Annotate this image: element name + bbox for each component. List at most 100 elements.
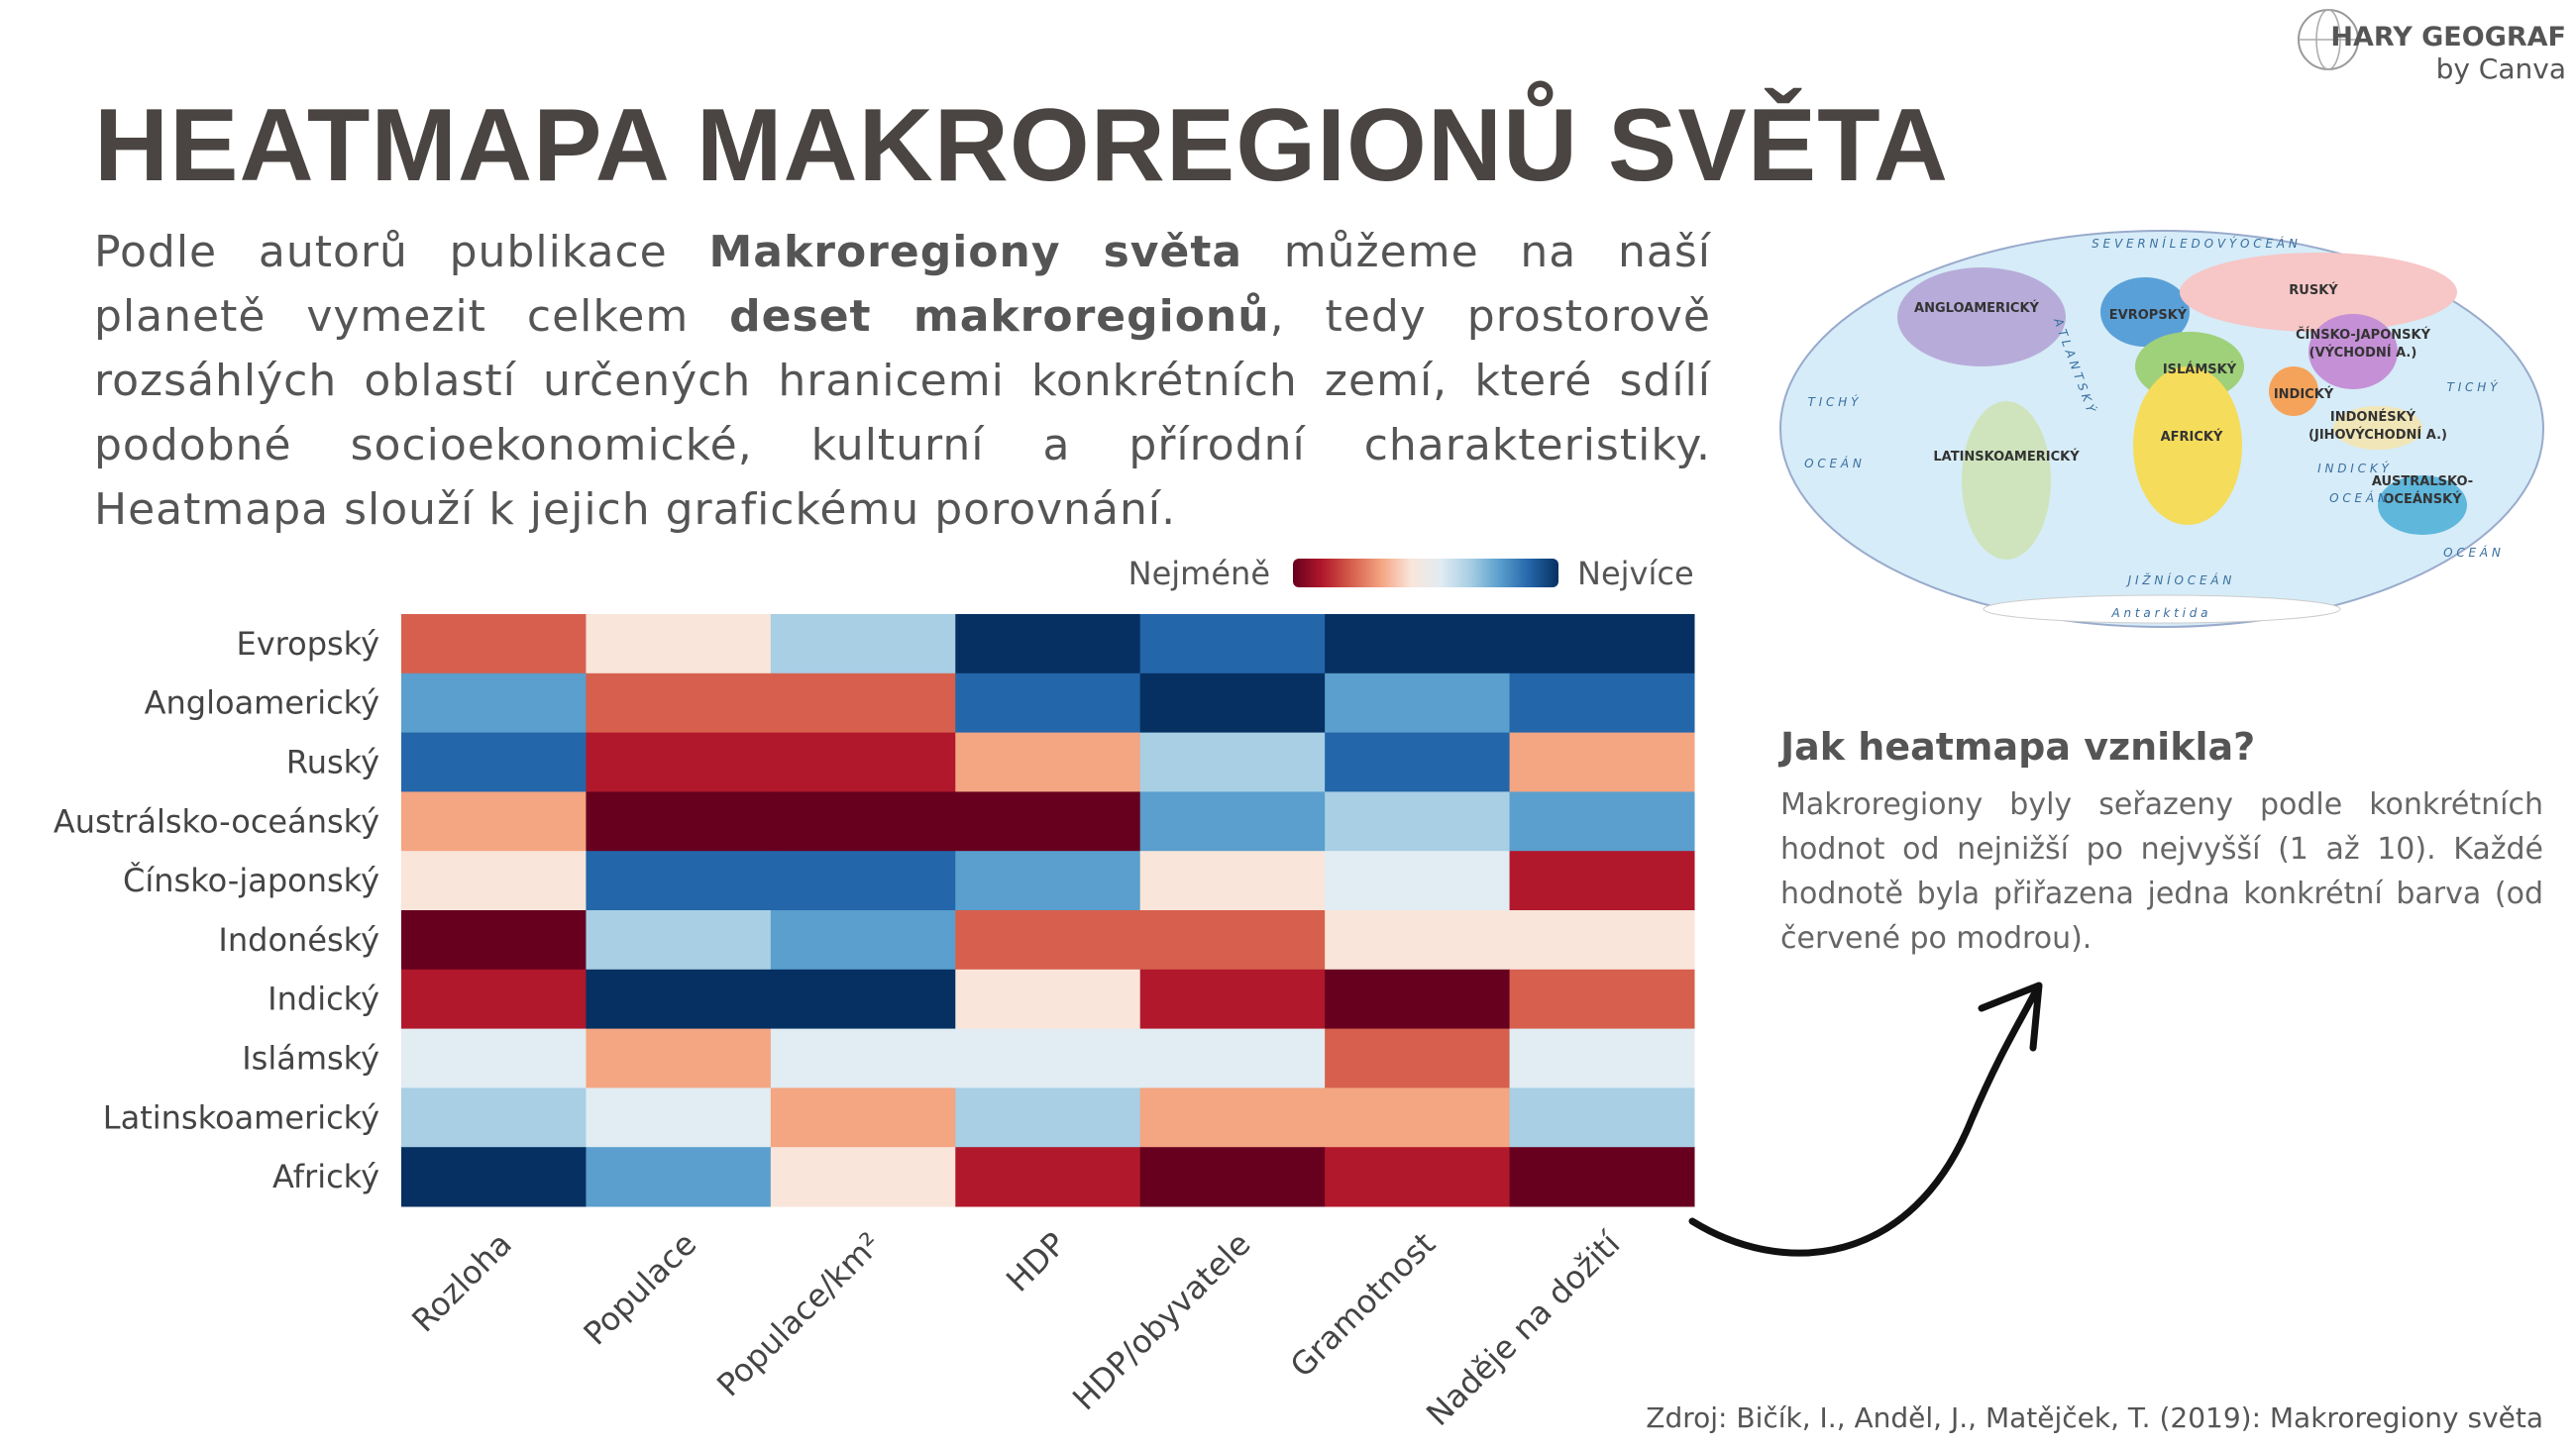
map-region-label: INDICKÝ bbox=[2274, 386, 2334, 402]
map-region-label: LATINSKOAMERICKÝ bbox=[1933, 449, 2080, 465]
legend-low: Nejméně bbox=[1128, 555, 1270, 592]
column-label: Rozloha bbox=[404, 1225, 519, 1340]
heat-cell bbox=[770, 791, 956, 852]
heat-cell bbox=[1139, 910, 1326, 971]
heat-cell bbox=[1325, 732, 1511, 792]
row-label: Indonéský bbox=[218, 921, 379, 959]
arrow bbox=[1688, 986, 2040, 1257]
heat-cell bbox=[586, 1028, 772, 1088]
heat-cell bbox=[586, 851, 772, 911]
map-region-label: OCEÁNSKÝ bbox=[2383, 491, 2462, 507]
logo-name: HARY GEOGRAF bbox=[2330, 22, 2566, 52]
heat-cell bbox=[1139, 614, 1326, 674]
map-region-label: (VÝCHODNÍ A.) bbox=[2309, 345, 2417, 361]
arrow-head bbox=[1978, 982, 2043, 1052]
map-region-label: EVROPSKÝ bbox=[2109, 307, 2188, 323]
heat-cell bbox=[1325, 1147, 1511, 1207]
heat-cell bbox=[1139, 1087, 1326, 1148]
heat-cell bbox=[1325, 851, 1511, 911]
heat-cell bbox=[401, 1028, 587, 1088]
row-label: Africký bbox=[272, 1158, 379, 1195]
heat-cell bbox=[586, 1087, 772, 1148]
heat-cell bbox=[1509, 1028, 1695, 1088]
heat-cell bbox=[1139, 791, 1326, 852]
row-label: Angloamerický bbox=[145, 684, 379, 722]
map-region-label: ISLÁMSKÝ bbox=[2163, 362, 2237, 377]
heat-cell bbox=[955, 791, 1141, 852]
heat-cell bbox=[401, 910, 587, 971]
heat-cell bbox=[1139, 673, 1326, 734]
row-label: Austrálsko-oceánský bbox=[54, 802, 379, 840]
heat-cell bbox=[1139, 851, 1326, 911]
heat-cell bbox=[401, 1147, 587, 1207]
map-region-label: AUSTRALSKO- bbox=[2372, 474, 2473, 489]
heat-cell bbox=[955, 732, 1141, 792]
heat-cell bbox=[955, 851, 1141, 911]
heat-cell bbox=[770, 614, 956, 674]
logo-by: by Canva bbox=[2435, 52, 2566, 85]
heat-cell bbox=[586, 732, 772, 792]
map-ocean-label: S E V E R N Í L E D O V Ý O C E Á N bbox=[2092, 236, 2298, 251]
heat-cell bbox=[1509, 791, 1695, 852]
column-label: Populace/km² bbox=[709, 1225, 889, 1404]
map-region-label: INDONÉSKÝ bbox=[2330, 409, 2416, 425]
heat-cell bbox=[401, 851, 587, 911]
heat-cell bbox=[1509, 910, 1695, 971]
heat-cell bbox=[955, 1028, 1141, 1088]
heat-cell bbox=[1509, 673, 1695, 734]
intro-text: , tedy prostorově rozsáhlých oblastí urč… bbox=[94, 291, 1711, 535]
row-label: Čínsko-japonský bbox=[123, 861, 379, 899]
heat-cell bbox=[1509, 969, 1695, 1030]
intro-bold: Makroregiony světa bbox=[708, 227, 1243, 277]
heat-cell bbox=[586, 614, 772, 674]
map-ocean-label: J I Ž N Í O C E Á N bbox=[2126, 572, 2232, 587]
row-label: Islámský bbox=[242, 1040, 379, 1078]
heat-cell bbox=[1325, 910, 1511, 971]
heat-cell bbox=[955, 1087, 1141, 1148]
heat-cell bbox=[770, 732, 956, 792]
heat-cell bbox=[586, 969, 772, 1030]
map-region-label: RUSKÝ bbox=[2289, 282, 2338, 298]
sidebar-text: Makroregiony byly seřazeny podle konkrét… bbox=[1780, 787, 2543, 956]
row-label: Latinskoamerický bbox=[103, 1098, 379, 1136]
map-region-label: ANGLOAMERICKÝ bbox=[1914, 300, 2039, 316]
heat-cell bbox=[1139, 1028, 1326, 1088]
heat-cell bbox=[955, 673, 1141, 734]
intro: Podle autorů publikace Makroregiony svět… bbox=[94, 220, 1711, 542]
heat-cell bbox=[770, 851, 956, 911]
map-region-label: (JIHOVÝCHODNÍ A.) bbox=[2308, 427, 2447, 443]
column-label: Naděje na dožití bbox=[1419, 1224, 1628, 1433]
heat-cell bbox=[770, 1087, 956, 1148]
column-label: HDP/obyvatele bbox=[1065, 1225, 1257, 1417]
heat-cell bbox=[1509, 1087, 1695, 1148]
heat-cell bbox=[1509, 732, 1695, 792]
heat-cell bbox=[955, 614, 1141, 674]
heat-cell bbox=[770, 1028, 956, 1088]
heat-cell bbox=[770, 910, 956, 971]
map-ocean-label: T I C H Ý bbox=[2447, 379, 2500, 394]
map-ocean-label: O C E Á N bbox=[2329, 490, 2387, 505]
heat-cell bbox=[401, 969, 587, 1030]
heat-cell bbox=[955, 1147, 1141, 1207]
legend-high: Nejvíce bbox=[1577, 555, 1694, 592]
heat-cell bbox=[1325, 969, 1511, 1030]
heat-cell bbox=[1139, 1147, 1326, 1207]
map-ocean-label: O C E Á N bbox=[2443, 545, 2501, 560]
heat-cell bbox=[1509, 1147, 1695, 1207]
map-ocean-label: A n t a r k t i d a bbox=[2110, 606, 2207, 620]
map-region-label: AFRICKÝ bbox=[2161, 429, 2223, 445]
heat-cell bbox=[586, 791, 772, 852]
column-label: Populace bbox=[577, 1225, 704, 1353]
heat-cell bbox=[1325, 791, 1511, 852]
intro-text: Podle autorů publikace bbox=[94, 227, 709, 277]
heat-cell bbox=[1509, 851, 1695, 911]
row-label: Evropský bbox=[237, 625, 380, 663]
map-ocean-label: T I C H Ý bbox=[1808, 394, 1861, 409]
heat-cell bbox=[1325, 673, 1511, 734]
heat-cell bbox=[1509, 614, 1695, 674]
intro-text: můžeme na naší planetě vymezit celkem bbox=[94, 227, 1711, 342]
row-label: Indický bbox=[268, 981, 379, 1018]
logo-globe bbox=[2298, 9, 2359, 70]
source: Zdroj: Bičík, I., Anděl, J., Matějček, T… bbox=[1646, 1401, 2543, 1434]
heat-cell bbox=[401, 732, 587, 792]
